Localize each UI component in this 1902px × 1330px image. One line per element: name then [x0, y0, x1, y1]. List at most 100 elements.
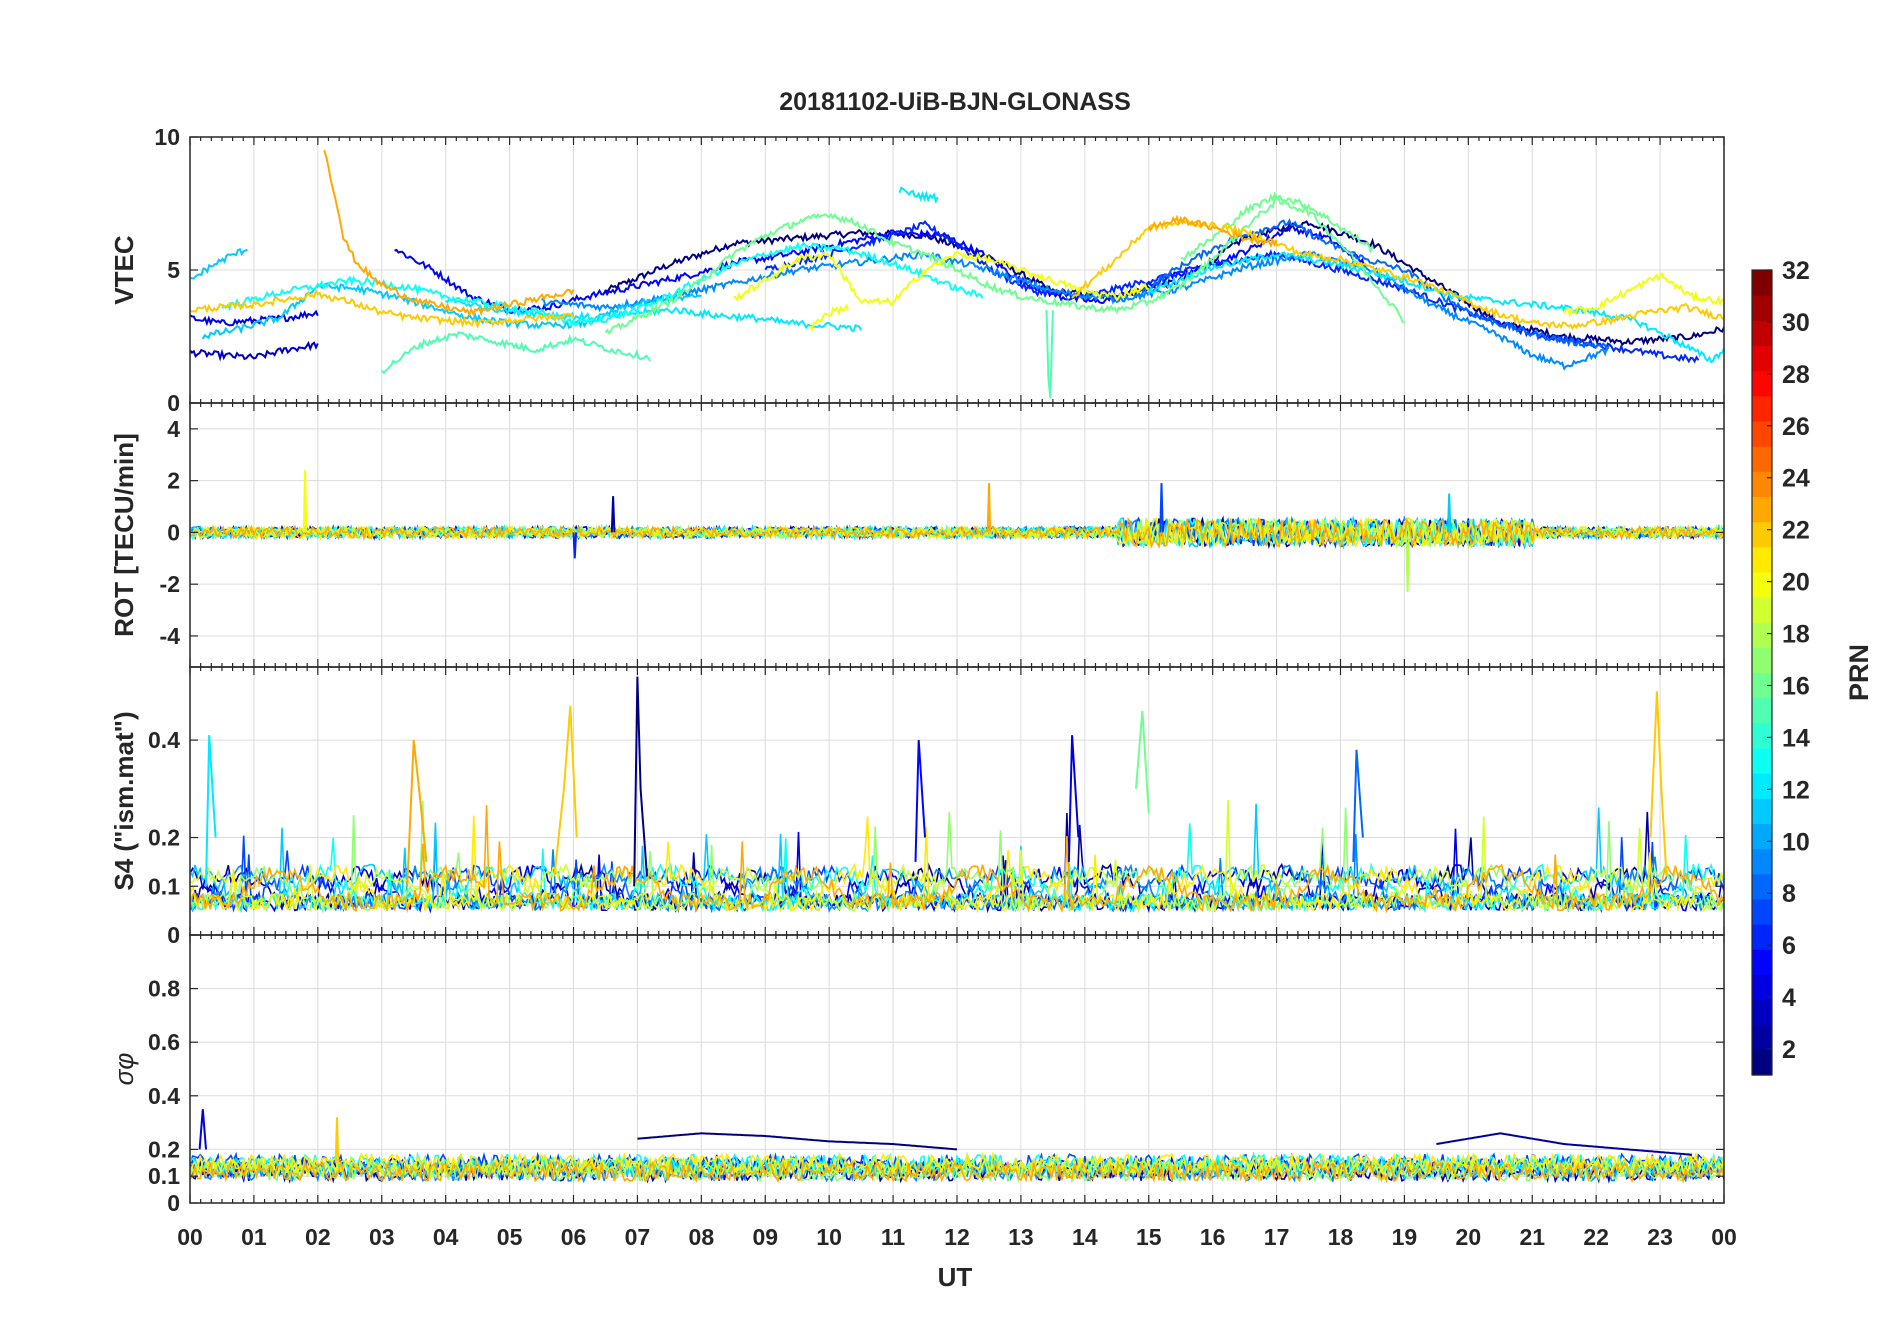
x-tick-label: 18 — [1328, 1224, 1354, 1250]
noise-traces-rot — [190, 515, 1724, 550]
colorbar-band — [1752, 571, 1772, 598]
rot-trace — [190, 517, 1724, 550]
series-line-prn-5 — [914, 740, 926, 862]
colorbar-band — [1752, 924, 1772, 950]
colorbar-tick-label: 28 — [1782, 361, 1810, 389]
colorbar-band — [1752, 270, 1772, 296]
series-line-prn-2 — [1436, 1132, 1693, 1156]
series-line-prn-12 — [205, 735, 217, 887]
series-sigma_phi — [198, 1109, 1693, 1163]
colorbar-band — [1752, 949, 1772, 975]
colorbar-band — [1752, 823, 1772, 850]
series-line-prn-23 — [1147, 214, 1278, 249]
x-tick-label: 09 — [752, 1224, 778, 1250]
colorbar-tick-label: 10 — [1782, 828, 1810, 856]
colorbar-tick-label: 22 — [1782, 517, 1810, 545]
y-tick-label: 0.2 — [148, 825, 180, 851]
colorbar-band — [1752, 647, 1772, 674]
y-tick-label: 0 — [167, 519, 180, 545]
y-tick-label: 5 — [167, 257, 180, 283]
series-line-prn-4 — [1067, 735, 1080, 862]
series-line-prn-18 — [1405, 532, 1410, 592]
sigma-trace — [190, 1159, 1724, 1184]
colorbar-tick-label: 2 — [1782, 1036, 1796, 1064]
colorbar-band — [1752, 320, 1772, 347]
colorbar-tick-label: 6 — [1782, 932, 1796, 960]
series-line-prn-20 — [1563, 271, 1724, 318]
colorbar-band — [1752, 521, 1772, 548]
y-tick-label: 4 — [167, 416, 180, 442]
x-axis-label: UT — [938, 1262, 973, 1292]
colorbar-band — [1752, 672, 1772, 699]
colorbar-band — [1752, 622, 1772, 648]
colorbar-band — [1752, 999, 1772, 1026]
series-line-prn-22 — [334, 1117, 340, 1163]
series-line-prn-15 — [1045, 310, 1054, 399]
series-line-prn-6 — [572, 532, 578, 559]
x-tick-label: 07 — [625, 1224, 651, 1250]
colorbar-tick-label: 24 — [1782, 465, 1810, 493]
x-tick-label: 08 — [689, 1224, 715, 1250]
x-tick-label: 11 — [881, 1224, 906, 1250]
colorbar-band — [1752, 848, 1772, 875]
colorbar-band — [1752, 697, 1772, 724]
x-tick-label: 19 — [1392, 1224, 1418, 1250]
series-line-prn-20 — [302, 470, 308, 533]
series-line-prn-23 — [986, 483, 992, 533]
x-axis: 00 01 02 03 04 05 06 07 08 09 10 11 12 13 14 15 16 17 18 19… — [177, 1224, 1737, 1250]
panel-sigma_phi: 00.10.2 0.4 0.6 0.8 σφ — [109, 934, 1725, 1216]
colorbar-tick-label: 4 — [1782, 984, 1796, 1012]
colorbar-tick-label: 16 — [1782, 672, 1810, 700]
colorbar-band — [1752, 370, 1772, 397]
series-line-prn-8 — [1352, 749, 1364, 862]
y-tick-label: 0 — [167, 1190, 180, 1216]
rot-trace — [190, 516, 1724, 550]
x-tick-label: 02 — [305, 1224, 331, 1250]
y-tick-label: 0.1 — [148, 873, 180, 899]
colorbar-band — [1752, 546, 1772, 573]
x-tick-label: 16 — [1200, 1224, 1226, 1250]
series-line-prn-12 — [898, 186, 939, 205]
colorbar-band — [1752, 747, 1772, 774]
x-tick-label: 22 — [1583, 1224, 1609, 1250]
series-line-prn-22 — [553, 705, 578, 877]
rot-trace — [190, 516, 1724, 550]
series-vtec — [190, 150, 1724, 399]
colorbar-band — [1752, 496, 1772, 523]
colorbar-tick-label: 20 — [1782, 569, 1810, 597]
colorbar-band — [1752, 873, 1772, 900]
x-tick-label: 12 — [944, 1224, 970, 1250]
y-tick-label: 0.6 — [148, 1029, 180, 1055]
x-tick-label: 14 — [1072, 1224, 1098, 1250]
colorbar-band — [1752, 295, 1772, 321]
ticks-vtec — [189, 137, 1725, 403]
series-line-prn-1 — [633, 676, 648, 887]
y-tick-label: 0.4 — [148, 1083, 180, 1109]
colorbar-band — [1752, 420, 1772, 447]
colorbar-label: PRN — [1844, 644, 1874, 701]
colorbar-tick-label: 26 — [1782, 413, 1810, 441]
colorbar-band — [1752, 798, 1772, 825]
colorbar-tick-label: 14 — [1782, 724, 1810, 752]
series-line-prn-15 — [381, 331, 652, 375]
colorbar-tick-label: 12 — [1782, 776, 1810, 804]
series-line-prn-6 — [764, 219, 1700, 364]
colorbar-band — [1752, 446, 1772, 472]
series-line-prn-16 — [1135, 710, 1150, 814]
series-line-prn-13 — [221, 241, 984, 328]
series-line-prn-22 — [1649, 691, 1668, 877]
panel-rot: -4 -2 0 2 4 ROT [TECU/min] — [109, 402, 1725, 668]
colorbar-tick-label: 18 — [1782, 621, 1810, 649]
x-tick-label: 21 — [1519, 1224, 1545, 1250]
series-s4 — [205, 676, 1668, 887]
colorbar-tick-label: 8 — [1782, 880, 1796, 908]
x-tick-label: 23 — [1647, 1224, 1673, 1250]
series-line-prn-11 — [190, 248, 248, 280]
y-axis-label-sigma_phi: σφ — [109, 1053, 139, 1086]
colorbar-band — [1752, 345, 1772, 372]
x-tick-label: 05 — [497, 1224, 523, 1250]
x-tick-label: 17 — [1264, 1224, 1290, 1250]
series-line-prn-22 — [190, 288, 575, 329]
x-tick-label: 01 — [241, 1224, 267, 1250]
